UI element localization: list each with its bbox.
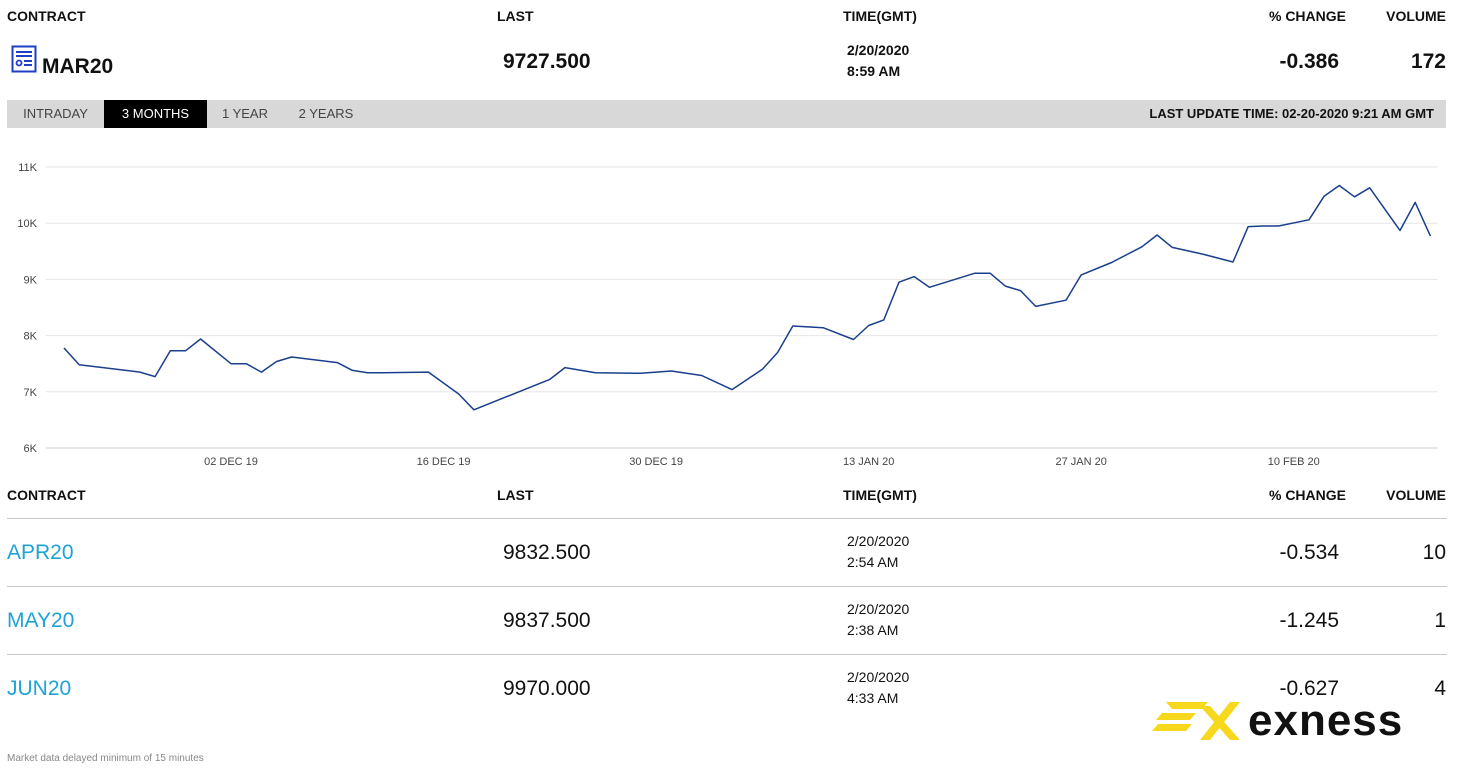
main-contract-date-text: 2/20/2020 [847,42,910,58]
table-header-pct-change: % CHANGE [1268,487,1346,503]
row-time-text: 2:54 AM [847,554,899,570]
price-chart: 6K 7K 8K 9K 10K 11K 02 DEC 19 16 DEC 19 30 DEC 1… [17,162,1438,468]
table-divider [7,586,1447,587]
table-header-contract: CONTRACT [7,487,86,503]
table-header-volume: VOLUME [1386,487,1446,503]
header-volume: VOLUME [1386,8,1446,24]
row-time: 2/20/2020 4:33 AM [847,667,909,709]
header-time: TIME(GMT) [843,8,917,24]
header-pct-change: % CHANGE [1268,8,1346,24]
row-time: 2/20/2020 2:38 AM [847,599,909,641]
row-pct-change: -1.245 [1279,609,1339,632]
y-tick-label: 8K [24,331,38,343]
x-tick-label: 10 FEB 20 [1268,456,1320,468]
row-pct-change: -0.627 [1279,677,1339,700]
tab-3-months[interactable]: 3 MONTHS [104,100,207,128]
row-date-text: 2/20/2020 [847,601,910,617]
header-contract: CONTRACT [7,8,86,24]
delay-footnote: Market data delayed minimum of 15 minute… [7,753,204,764]
row-time: 2/20/2020 2:54 AM [847,531,909,573]
main-contract-pct-change: -0.386 [1279,50,1339,73]
main-contract-last: 9727.500 [503,50,591,73]
price-series-line [63,184,1432,411]
x-tick-label: 16 DEC 19 [417,456,471,468]
range-tab-bar: INTRADAY 3 MONTHS 1 YEAR 2 YEARS LAST UP… [7,100,1446,128]
row-volume: 4 [1434,677,1446,700]
main-contract-name: MAR20 [42,55,114,78]
row-last: 9970.000 [503,677,591,700]
row-pct-change: -0.534 [1279,541,1339,564]
table-header-time: TIME(GMT) [843,487,917,503]
row-time-text: 4:33 AM [847,690,899,706]
tab-2-years[interactable]: 2 YEARS [298,106,354,121]
contract-link-apr20[interactable]: APR20 [7,541,74,564]
contract-link-may20[interactable]: MAY20 [7,609,75,632]
y-tick-label: 9K [24,274,38,286]
last-update-time: LAST UPDATE TIME: 02-20-2020 9:21 AM GMT [1149,106,1434,121]
main-contract-time: 2/20/2020 8:59 AM [847,40,909,82]
exness-logo: exness [1152,696,1442,748]
x-tick-label: 02 DEC 19 [204,456,258,468]
row-date-text: 2/20/2020 [847,669,910,685]
row-last: 9832.500 [503,541,591,564]
y-tick-label: 7K [24,387,38,399]
y-tick-label: 6K [24,443,38,455]
exness-mark-icon [1152,702,1240,740]
report-icon [11,45,37,78]
table-header-last: LAST [497,487,534,503]
x-tick-label: 30 DEC 19 [629,456,683,468]
exness-wordmark: exness [1248,696,1404,745]
row-volume: 1 [1434,609,1446,632]
x-tick-label: 27 JAN 20 [1056,456,1107,468]
tab-intraday[interactable]: INTRADAY [23,106,88,121]
x-tick-label: 13 JAN 20 [843,456,894,468]
row-time-text: 2:38 AM [847,622,899,638]
main-contract-time-text: 8:59 AM [847,63,901,79]
table-divider [7,518,1447,519]
y-tick-label: 11K [18,162,37,174]
contract-link-jun20[interactable]: JUN20 [7,677,72,700]
row-volume: 10 [1422,541,1446,564]
main-contract-volume: 172 [1410,50,1446,73]
row-last: 9837.500 [503,609,591,632]
row-date-text: 2/20/2020 [847,533,910,549]
table-divider [7,654,1447,655]
y-tick-label: 10K [17,218,37,230]
tab-1-year[interactable]: 1 YEAR [221,106,268,121]
header-last: LAST [497,8,534,24]
